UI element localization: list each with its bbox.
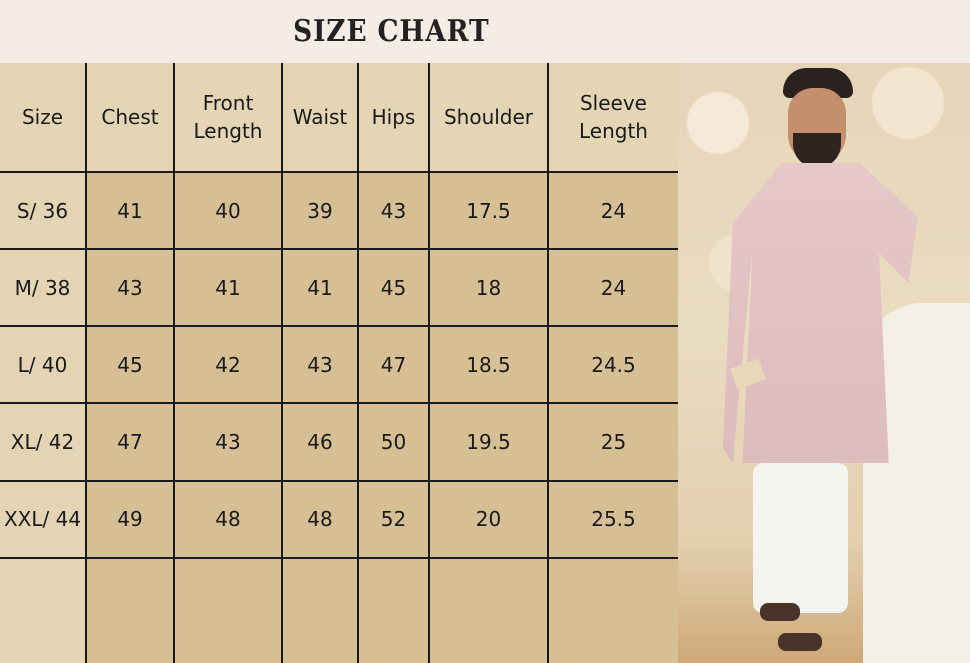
size-chart-table: Size Chest Front Length Waist Hips Shoulder Sl… (0, 63, 678, 663)
column-header: Shoulder (428, 63, 549, 173)
measurement-cell: 24.5 (547, 325, 678, 405)
measurement-cell: 39 (281, 170, 359, 251)
measurement-cell: 45 (357, 248, 430, 328)
column-header: Hips (357, 63, 430, 173)
measurement-cell (85, 556, 175, 663)
measurement-cell: 17.5 (428, 170, 549, 251)
column-header: Sleeve Length (547, 63, 678, 173)
size-label-cell: S/ 36 (0, 170, 87, 251)
measurement-cell: 52 (357, 479, 430, 559)
measurement-cell: 40 (173, 170, 283, 251)
measurement-cell: 19.5 (428, 402, 549, 482)
size-label-cell: XL/ 42 (0, 402, 87, 482)
measurement-cell: 20 (428, 479, 549, 559)
measurement-cell: 47 (85, 402, 175, 482)
size-label-cell (0, 556, 87, 663)
measurement-cell (547, 556, 678, 663)
measurement-cell (173, 556, 283, 663)
size-label-cell: L/ 40 (0, 325, 87, 405)
column-header: Chest (85, 63, 175, 173)
measurement-cell: 48 (173, 479, 283, 559)
measurement-cell: 18 (428, 248, 549, 328)
table-row: XXL/ 44 49 48 48 52 20 25.5 (0, 479, 678, 559)
measurement-cell: 48 (281, 479, 359, 559)
measurement-cell: 25.5 (547, 479, 678, 559)
table-row: L/ 40 45 42 43 47 18.5 24.5 (0, 325, 678, 405)
measurement-cell (428, 556, 549, 663)
measurement-cell: 46 (281, 402, 359, 482)
measurement-cell: 24 (547, 170, 678, 251)
measurement-cell: 42 (173, 325, 283, 405)
measurement-cell (357, 556, 430, 663)
column-header: Size (0, 63, 87, 173)
measurement-cell: 50 (357, 402, 430, 482)
table-row: S/ 36 41 40 39 43 17.5 24 (0, 170, 678, 251)
measurement-cell: 25 (547, 402, 678, 482)
model-photo (678, 63, 970, 663)
measurement-cell: 24 (547, 248, 678, 328)
page-title: SIZE CHART (46, 0, 644, 63)
measurement-cell: 41 (85, 170, 175, 251)
table-header-row: Size Chest Front Length Waist Hips Shoulder Sl… (0, 63, 678, 173)
measurement-cell: 43 (85, 248, 175, 328)
measurement-cell: 45 (85, 325, 175, 405)
measurement-cell: 43 (357, 170, 430, 251)
column-header: Waist (281, 63, 359, 173)
table-row: XL/ 42 47 43 46 50 19.5 25 (0, 402, 678, 482)
measurement-cell: 18.5 (428, 325, 549, 405)
measurement-cell: 49 (85, 479, 175, 559)
measurement-cell: 43 (281, 325, 359, 405)
measurement-cell: 41 (281, 248, 359, 328)
column-header: Front Length (173, 63, 283, 173)
size-label-cell: XXL/ 44 (0, 479, 87, 559)
measurement-cell (281, 556, 359, 663)
size-label-cell: M/ 38 (0, 248, 87, 328)
table-row (0, 556, 678, 663)
table-row: M/ 38 43 41 41 45 18 24 (0, 248, 678, 328)
measurement-cell: 43 (173, 402, 283, 482)
measurement-cell: 47 (357, 325, 430, 405)
measurement-cell: 41 (173, 248, 283, 328)
